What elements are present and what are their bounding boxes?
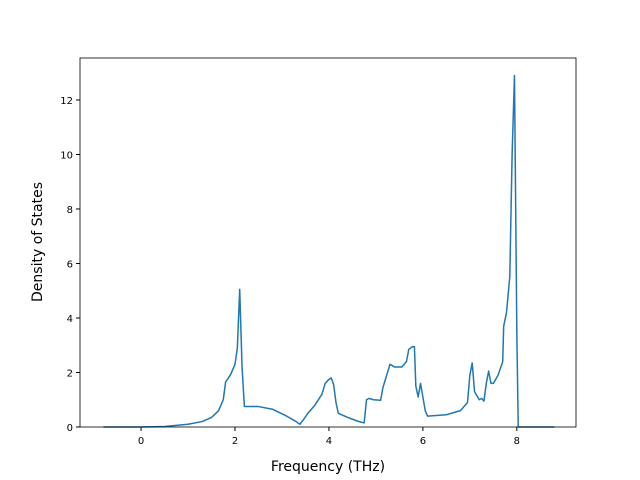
y-tick-label: 4: [67, 314, 73, 325]
y-tick-label: 10: [60, 150, 73, 161]
y-tick-label: 0: [67, 423, 73, 434]
x-tick-label: 2: [232, 436, 238, 447]
x-tick-label: 0: [138, 436, 144, 447]
y-axis-label: Density of States: [30, 182, 46, 302]
x-tick-label: 8: [514, 436, 520, 447]
x-tick-label: 4: [326, 436, 332, 447]
x-axis-label: Frequency (THz): [271, 459, 385, 475]
y-tick-label: 12: [60, 96, 73, 107]
plot-frame: [79, 57, 577, 428]
y-tick-label: 8: [67, 205, 73, 216]
x-tick-label: 6: [420, 436, 426, 447]
line: [103, 74, 555, 428]
y-tick-label: 6: [67, 259, 73, 270]
y-tick-label: 2: [67, 368, 73, 379]
